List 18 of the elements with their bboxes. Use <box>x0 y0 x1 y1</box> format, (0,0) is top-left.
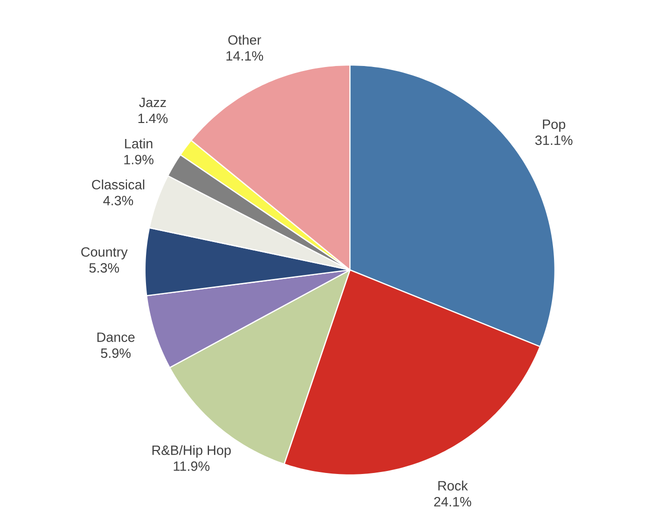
slice-label: Latin <box>125 138 152 149</box>
data-label: 1.9% <box>124 154 154 164</box>
data-label: 31.1% <box>535 136 572 146</box>
data-label: 11.9% <box>174 462 210 472</box>
data-label: 24.1% <box>434 497 472 507</box>
slice-label: Jazz <box>139 98 166 108</box>
slice-label: R&B/Hip Hop <box>152 445 231 458</box>
data-label: 14.1% <box>226 51 264 61</box>
data-label: 5.9% <box>100 348 131 358</box>
slice-label: Rock <box>438 480 468 491</box>
slice-label: Country <box>81 247 128 260</box>
data-label: 4.3% <box>103 196 134 206</box>
slice-label: Pop <box>542 120 566 132</box>
data-label: 1.4% <box>138 114 168 124</box>
slice-label: Dance <box>97 332 135 342</box>
slice-label: Classical <box>92 180 144 190</box>
data-label: 5.3% <box>89 263 119 273</box>
slice-label: Other <box>228 34 262 45</box>
